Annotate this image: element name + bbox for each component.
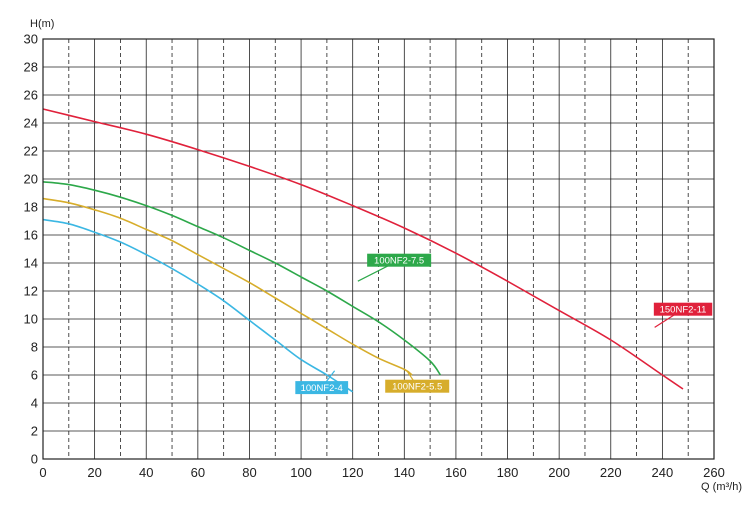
y-tick-label: 4 <box>31 396 38 411</box>
tag-100NF2-7.5: 100NF2-7.5 <box>367 253 432 267</box>
y-tick-label: 8 <box>31 340 38 355</box>
x-tick-label: 160 <box>445 465 467 480</box>
y-tick-label: 6 <box>31 368 38 383</box>
curve-annotations: 100NF2-4 100NF2-5.5 100NF2-7.5 150NF2-11 <box>295 253 713 395</box>
tag-label-150NF2-11: 150NF2-11 <box>660 305 707 316</box>
tag-100NF2-4: 100NF2-4 <box>295 381 349 395</box>
y-tick-label: 0 <box>31 452 38 467</box>
tag-label-100NF2-5.5: 100NF2-5.5 <box>392 382 442 393</box>
y-tick-label: 18 <box>24 200 38 215</box>
plot-border <box>42 38 715 460</box>
tag-box-150NF2-11 <box>653 302 713 316</box>
curve-150NF2-11 <box>42 108 684 390</box>
x-tick-label: 220 <box>600 465 622 480</box>
y-tick-label: 14 <box>24 256 38 271</box>
x-axis-title: Q (m³/h) <box>701 481 742 493</box>
plot-frame <box>42 38 715 460</box>
performance-curves <box>42 108 684 393</box>
y-tick-label: 30 <box>24 32 38 47</box>
y-tick-label: 16 <box>24 228 38 243</box>
x-tick-label: 40 <box>139 465 153 480</box>
y-tick-label: 28 <box>24 60 38 75</box>
x-tick-label: 140 <box>393 465 415 480</box>
x-tick-label: 120 <box>342 465 364 480</box>
x-tick-label: 100 <box>290 465 312 480</box>
y-tick-label: 24 <box>24 116 38 131</box>
x-tick-label: 80 <box>242 465 256 480</box>
tag-150NF2-11: 150NF2-11 <box>653 302 713 316</box>
y-tick-label: 12 <box>24 284 38 299</box>
y-tick-label: 26 <box>24 88 38 103</box>
tag-box-100NF2-4 <box>295 381 349 395</box>
x-tick-label: 180 <box>497 465 519 480</box>
x-tick-label: 0 <box>39 465 46 480</box>
curve-100NF2-5.5 <box>42 197 413 376</box>
y-tick-label: 22 <box>24 144 38 159</box>
x-tick-label: 20 <box>87 465 101 480</box>
x-tick-label: 260 <box>703 465 725 480</box>
x-tick-label: 60 <box>191 465 205 480</box>
y-tick-label: 10 <box>24 312 38 327</box>
tag-label-100NF2-4: 100NF2-4 <box>301 383 343 394</box>
y-axis-title: H(m) <box>30 18 54 30</box>
tag-label-100NF2-7.5: 100NF2-7.5 <box>374 256 424 267</box>
grid <box>43 39 714 459</box>
tag-box-100NF2-5.5 <box>385 379 450 393</box>
y-tick-label: 2 <box>31 424 38 439</box>
tick-labels: 0 20 40 60 80 100 120 140 160 180 200 220 240 2600246… <box>24 32 725 481</box>
x-tick-label: 240 <box>652 465 674 480</box>
tag-box-100NF2-7.5 <box>367 253 432 267</box>
curve-100NF2-7.5 <box>42 181 442 376</box>
curve-100NF2-4 <box>42 218 354 393</box>
x-tick-label: 200 <box>548 465 570 480</box>
y-tick-label: 20 <box>24 172 38 187</box>
tag-100NF2-5.5: 100NF2-5.5 <box>385 379 450 393</box>
